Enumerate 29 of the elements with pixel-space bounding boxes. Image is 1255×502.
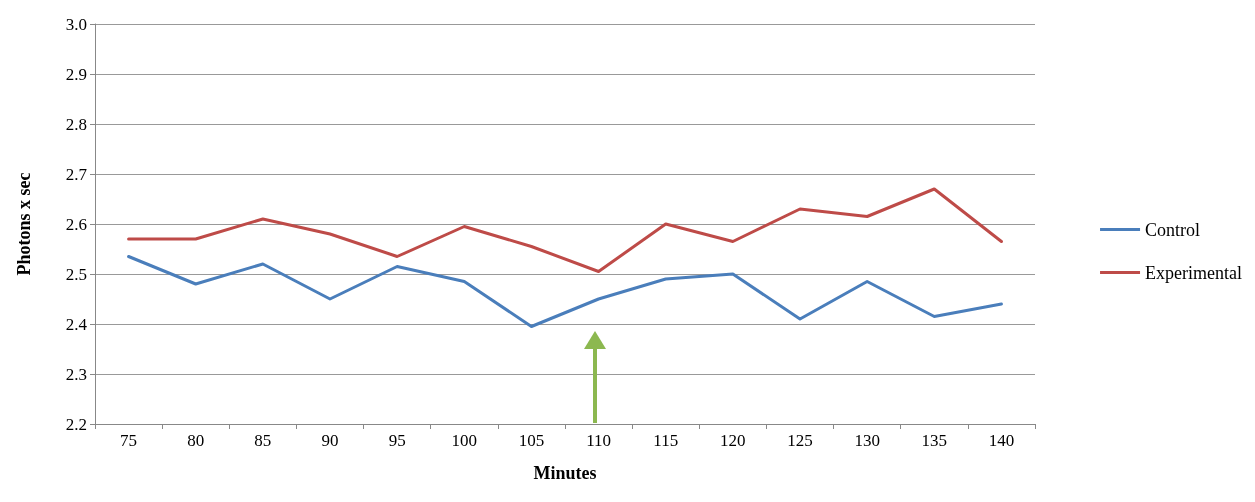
x-tick-label: 80 [187,431,205,450]
y-tick-label: 2.9 [65,64,87,84]
x-tick-label: 90 [321,431,339,450]
x-tick-label: 85 [254,431,272,450]
y-tick-label: 2.4 [65,314,88,334]
y-tick-label: 2.8 [65,114,87,134]
y-tick-label: 2.7 [65,164,88,184]
y-tick-label: 2.3 [65,364,87,384]
y-tick-label: 2.5 [65,264,87,284]
legend-label: Experimental [1145,262,1243,283]
x-tick-label: 135 [921,431,948,450]
y-axis-title: Photons x sec [14,172,34,276]
line-series [127,255,1003,328]
x-tick-label: 120 [720,431,746,450]
x-tick-label: 110 [586,431,612,450]
y-tick-label: 2.2 [65,414,87,434]
x-tick-label: 95 [388,431,406,450]
x-tick-label: 140 [988,431,1015,450]
x-tick-label: 100 [451,431,478,450]
legend-label: Control [1145,219,1201,240]
x-tick-label: 130 [854,431,880,450]
line-series [127,187,1003,273]
x-tick-label: 125 [787,431,813,450]
y-tick-label: 2.6 [65,214,87,234]
x-tick-label: 105 [518,431,545,450]
x-tick-label: 75 [120,431,138,450]
x-tick-label: 115 [653,431,679,450]
x-axis-title: Minutes [533,463,597,483]
y-tick-label: 3.0 [65,14,87,34]
